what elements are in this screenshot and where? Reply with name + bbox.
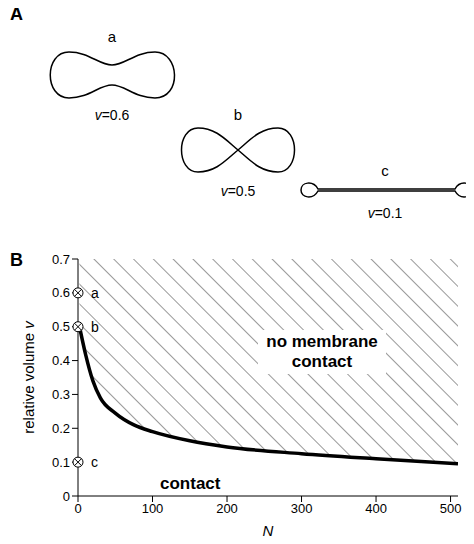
svg-text:0.5: 0.5 xyxy=(52,319,70,334)
svg-text:0: 0 xyxy=(63,489,70,504)
svg-text:500: 500 xyxy=(440,501,462,516)
svg-text:a: a xyxy=(108,28,117,45)
svg-text:a: a xyxy=(91,285,99,301)
svg-text:300: 300 xyxy=(291,501,313,516)
svg-text:v=0.5: v=0.5 xyxy=(221,183,256,199)
html-text:contact: contact xyxy=(160,474,221,493)
svg-text:100: 100 xyxy=(142,501,164,516)
svg-text:0: 0 xyxy=(74,501,81,516)
svg-text:v=0.1: v=0.1 xyxy=(368,205,403,221)
svg-text:0.1: 0.1 xyxy=(52,455,70,470)
svg-text:400: 400 xyxy=(365,501,387,516)
svg-text:v=0.6: v=0.6 xyxy=(95,107,130,123)
svg-text:b: b xyxy=(234,106,242,123)
svg-text:c: c xyxy=(381,162,389,179)
svg-text:200: 200 xyxy=(216,501,238,516)
svg-text:A: A xyxy=(10,8,23,24)
svg-text:c: c xyxy=(91,454,98,470)
html-text:B: B xyxy=(10,250,23,270)
svg-text:relative volume v: relative volume v xyxy=(20,320,37,434)
svg-text:0.7: 0.7 xyxy=(52,252,70,267)
svg-text:N: N xyxy=(263,522,274,536)
svg-text:0.6: 0.6 xyxy=(52,285,70,300)
svg-text:0.3: 0.3 xyxy=(52,387,70,402)
html-text:no membrane contact: no membrane contact xyxy=(266,332,378,371)
svg-text:b: b xyxy=(91,319,99,335)
svg-text:0.2: 0.2 xyxy=(52,421,70,436)
svg-text:0.4: 0.4 xyxy=(52,353,70,368)
